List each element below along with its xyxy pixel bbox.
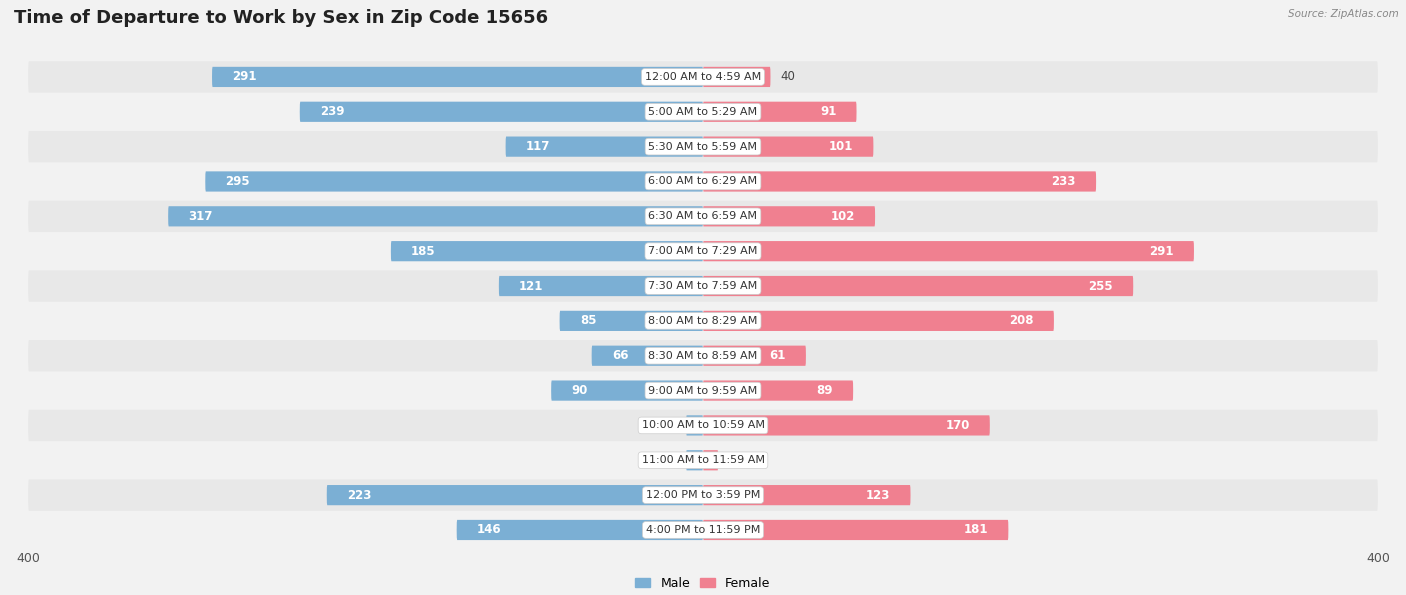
FancyBboxPatch shape	[28, 166, 1378, 197]
Text: 5:00 AM to 5:29 AM: 5:00 AM to 5:29 AM	[648, 107, 758, 117]
Text: 8:00 AM to 8:29 AM: 8:00 AM to 8:29 AM	[648, 316, 758, 326]
Text: 40: 40	[780, 70, 796, 83]
FancyBboxPatch shape	[703, 415, 990, 436]
Text: 5:30 AM to 5:59 AM: 5:30 AM to 5:59 AM	[648, 142, 758, 152]
Text: 121: 121	[519, 280, 544, 293]
FancyBboxPatch shape	[28, 236, 1378, 267]
FancyBboxPatch shape	[560, 311, 703, 331]
Text: 317: 317	[188, 210, 212, 223]
Text: 4:00 PM to 11:59 PM: 4:00 PM to 11:59 PM	[645, 525, 761, 535]
FancyBboxPatch shape	[28, 270, 1378, 302]
Text: 90: 90	[571, 384, 588, 397]
FancyBboxPatch shape	[703, 102, 856, 122]
Text: 11:00 AM to 11:59 AM: 11:00 AM to 11:59 AM	[641, 455, 765, 465]
FancyBboxPatch shape	[205, 171, 703, 192]
Text: 233: 233	[1052, 175, 1076, 188]
FancyBboxPatch shape	[28, 96, 1378, 127]
FancyBboxPatch shape	[703, 171, 1097, 192]
FancyBboxPatch shape	[703, 380, 853, 400]
Text: 6:00 AM to 6:29 AM: 6:00 AM to 6:29 AM	[648, 177, 758, 186]
Text: 9:00 AM to 9:59 AM: 9:00 AM to 9:59 AM	[648, 386, 758, 396]
FancyBboxPatch shape	[212, 67, 703, 87]
FancyBboxPatch shape	[703, 346, 806, 366]
FancyBboxPatch shape	[703, 136, 873, 156]
Text: 91: 91	[820, 105, 837, 118]
Text: 146: 146	[477, 524, 502, 537]
Text: 12:00 PM to 3:59 PM: 12:00 PM to 3:59 PM	[645, 490, 761, 500]
Text: 12:00 AM to 4:59 AM: 12:00 AM to 4:59 AM	[645, 72, 761, 82]
Text: 223: 223	[347, 488, 371, 502]
Legend: Male, Female: Male, Female	[630, 572, 776, 595]
Text: 66: 66	[612, 349, 628, 362]
FancyBboxPatch shape	[703, 450, 718, 471]
FancyBboxPatch shape	[703, 485, 911, 505]
Text: 239: 239	[321, 105, 344, 118]
FancyBboxPatch shape	[28, 410, 1378, 441]
FancyBboxPatch shape	[169, 206, 703, 227]
Text: 208: 208	[1010, 314, 1033, 327]
Text: 89: 89	[817, 384, 832, 397]
FancyBboxPatch shape	[28, 514, 1378, 546]
Text: Time of Departure to Work by Sex in Zip Code 15656: Time of Departure to Work by Sex in Zip …	[14, 9, 548, 27]
FancyBboxPatch shape	[703, 241, 1194, 261]
FancyBboxPatch shape	[326, 485, 703, 505]
Text: 123: 123	[866, 488, 890, 502]
FancyBboxPatch shape	[391, 241, 703, 261]
Text: 295: 295	[225, 175, 250, 188]
FancyBboxPatch shape	[499, 276, 703, 296]
FancyBboxPatch shape	[457, 520, 703, 540]
FancyBboxPatch shape	[703, 206, 875, 227]
FancyBboxPatch shape	[28, 131, 1378, 162]
FancyBboxPatch shape	[703, 311, 1054, 331]
Text: 10:00 AM to 10:59 AM: 10:00 AM to 10:59 AM	[641, 421, 765, 430]
Text: 10: 10	[661, 454, 676, 466]
Text: 291: 291	[1149, 245, 1174, 258]
FancyBboxPatch shape	[686, 450, 703, 471]
FancyBboxPatch shape	[703, 67, 770, 87]
Text: 117: 117	[526, 140, 550, 153]
Text: 185: 185	[411, 245, 436, 258]
FancyBboxPatch shape	[703, 520, 1008, 540]
FancyBboxPatch shape	[28, 480, 1378, 511]
Text: 7:30 AM to 7:59 AM: 7:30 AM to 7:59 AM	[648, 281, 758, 291]
Text: Source: ZipAtlas.com: Source: ZipAtlas.com	[1288, 9, 1399, 19]
FancyBboxPatch shape	[28, 444, 1378, 476]
Text: 255: 255	[1088, 280, 1114, 293]
Text: 6:30 AM to 6:59 AM: 6:30 AM to 6:59 AM	[648, 211, 758, 221]
Text: 9: 9	[728, 454, 735, 466]
FancyBboxPatch shape	[28, 61, 1378, 93]
Text: 170: 170	[945, 419, 970, 432]
Text: 291: 291	[232, 70, 257, 83]
Text: 10: 10	[661, 419, 676, 432]
FancyBboxPatch shape	[506, 136, 703, 156]
FancyBboxPatch shape	[28, 340, 1378, 371]
Text: 181: 181	[963, 524, 988, 537]
Text: 61: 61	[769, 349, 786, 362]
FancyBboxPatch shape	[592, 346, 703, 366]
Text: 101: 101	[828, 140, 853, 153]
Text: 8:30 AM to 8:59 AM: 8:30 AM to 8:59 AM	[648, 350, 758, 361]
FancyBboxPatch shape	[28, 375, 1378, 406]
FancyBboxPatch shape	[551, 380, 703, 400]
Text: 85: 85	[579, 314, 596, 327]
FancyBboxPatch shape	[686, 415, 703, 436]
Text: 102: 102	[831, 210, 855, 223]
FancyBboxPatch shape	[703, 276, 1133, 296]
FancyBboxPatch shape	[28, 201, 1378, 232]
Text: 7:00 AM to 7:29 AM: 7:00 AM to 7:29 AM	[648, 246, 758, 256]
FancyBboxPatch shape	[299, 102, 703, 122]
FancyBboxPatch shape	[28, 305, 1378, 337]
